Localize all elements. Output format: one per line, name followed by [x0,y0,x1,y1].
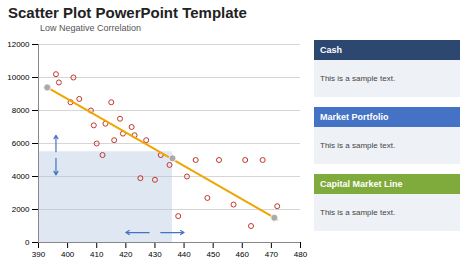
html-text:This is a sample text.: This is a sample text. [320,74,396,83]
html-text:Capital Market Line: Capital Market Line [320,179,403,189]
svg-text:430: 430 [148,250,162,259]
html-text:This is a sample text.: This is a sample text. [320,141,396,150]
svg-text:420: 420 [119,250,133,259]
svg-text:480: 480 [294,250,308,259]
svg-text:6000: 6000 [12,139,30,148]
svg-text:460: 460 [236,250,250,259]
html-text:Cash: Cash [320,45,342,55]
svg-text:400: 400 [61,250,75,259]
svg-text:440: 440 [177,250,191,259]
html-text:Scatter Plot PowerPoint Templa: Scatter Plot PowerPoint Template [8,4,247,21]
svg-text:4000: 4000 [12,172,30,181]
svg-text:0: 0 [25,238,30,247]
html-text:Market Portfolio: Market Portfolio [320,112,389,122]
svg-text:12000: 12000 [7,40,30,49]
svg-text:8000: 8000 [12,106,30,115]
svg-text:10000: 10000 [7,73,30,82]
svg-text:390: 390 [32,250,46,259]
svg-text:470: 470 [265,250,279,259]
svg-text:450: 450 [206,250,220,259]
svg-text:2000: 2000 [12,205,30,214]
svg-text:410: 410 [90,250,104,259]
html-text:This is a sample text.: This is a sample text. [320,208,396,217]
html-text:Low Negative Correlation: Low Negative Correlation [40,23,142,33]
